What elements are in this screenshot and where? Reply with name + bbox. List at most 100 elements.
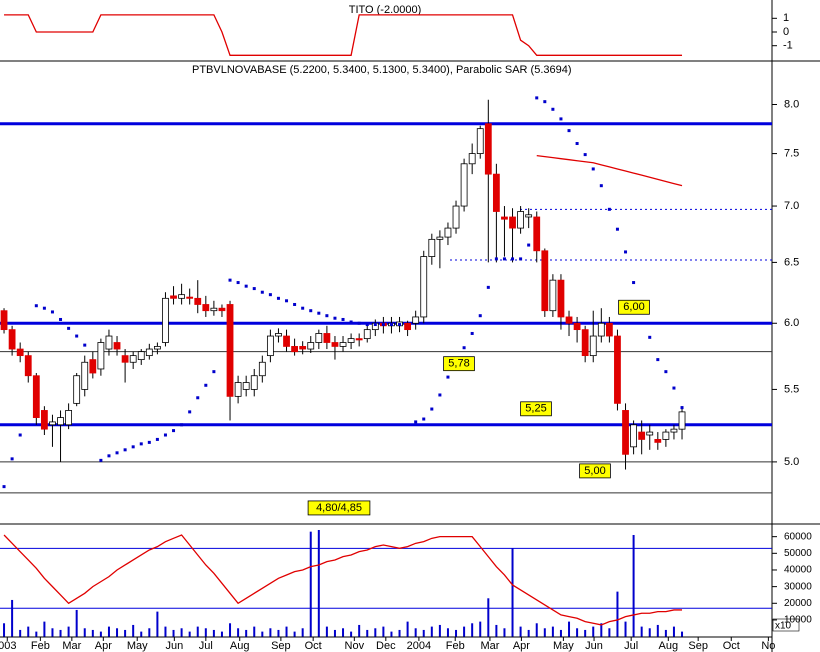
sar-dot — [446, 375, 450, 379]
candle-body — [81, 361, 89, 390]
volume-bar — [406, 621, 409, 637]
candle-body — [170, 295, 177, 299]
volume-bar — [471, 623, 474, 637]
sar-dot — [607, 207, 611, 211]
volume-bar — [648, 628, 651, 637]
sar-dot — [276, 296, 280, 300]
candle-body — [597, 322, 605, 337]
volume-bar — [479, 621, 482, 637]
candle-body — [678, 411, 686, 430]
candle-body — [509, 216, 516, 229]
candle-body — [638, 431, 646, 440]
volume-bar — [398, 629, 401, 637]
x-tick-label: Oct — [305, 640, 322, 652]
y-tick-label: 0 — [783, 26, 789, 38]
candle-body — [275, 333, 282, 337]
sar-dot — [470, 331, 474, 335]
candle-body — [65, 410, 73, 426]
volume-bar — [51, 628, 54, 637]
sar-dot — [486, 285, 490, 289]
sar-dot — [59, 317, 63, 321]
candle-body — [210, 307, 218, 312]
sar-dot — [656, 358, 660, 362]
sar-dot — [244, 284, 248, 288]
volume-bar — [180, 628, 183, 637]
x-tick-label: Feb — [446, 640, 465, 652]
candle-body — [573, 322, 581, 331]
candle-body — [73, 375, 81, 404]
sar-dot — [365, 323, 369, 327]
candle-body — [137, 351, 145, 361]
y-tick-label: 30000 — [784, 581, 812, 592]
sar-dot — [67, 326, 71, 330]
annotation-box — [520, 401, 552, 417]
volume-bar — [245, 629, 248, 637]
sar-dot — [519, 257, 523, 261]
sar-dot — [551, 107, 555, 111]
candle-body — [218, 307, 226, 312]
volume-bar — [269, 628, 272, 637]
volume-bar — [350, 631, 353, 637]
x-tick-label: Apr — [95, 640, 112, 652]
sar-dot — [624, 250, 628, 254]
volume-bar — [640, 626, 643, 637]
candle-body — [57, 417, 64, 426]
y-tick-label: 5.5 — [784, 383, 799, 395]
sar-dot — [2, 485, 6, 489]
candle-body — [186, 296, 194, 299]
sar-dot — [680, 406, 684, 410]
candle-body — [549, 279, 557, 312]
sar-dot — [252, 287, 256, 291]
unit-box — [772, 618, 800, 632]
volume-bar — [293, 631, 296, 637]
candle-body — [0, 310, 8, 331]
x-tick-label: Apr — [513, 640, 530, 652]
volume-bar — [374, 628, 377, 637]
volume-bar — [672, 626, 675, 637]
sar-dot — [188, 410, 192, 414]
sar-dot — [559, 117, 563, 121]
volume-bar — [277, 629, 280, 637]
sar-dot — [147, 440, 151, 444]
volume-bar — [43, 621, 46, 637]
volume-bar — [616, 591, 619, 637]
volume-bar — [551, 626, 554, 637]
candle-body — [250, 375, 258, 390]
volume-bar — [212, 629, 215, 637]
candle-body — [670, 428, 678, 433]
candle-body — [541, 250, 549, 312]
sar-dot — [285, 299, 289, 303]
sar-dot — [511, 257, 515, 261]
volume-bar — [140, 631, 143, 637]
sar-dot — [494, 257, 498, 261]
candle-body — [428, 238, 436, 257]
candle-body — [339, 342, 347, 347]
sar-dot — [615, 227, 619, 231]
volume-bar — [608, 628, 611, 637]
candle-body — [501, 216, 508, 220]
y-tick-label: 10000 — [784, 615, 812, 626]
candle-body — [8, 329, 16, 350]
oscillator-line — [3, 534, 683, 626]
sar-dot — [349, 320, 353, 324]
volume-bar — [196, 626, 199, 637]
sar-dot — [575, 142, 579, 146]
x-tick-label: May — [127, 640, 148, 652]
volume-bar — [325, 626, 328, 637]
candle-body — [16, 348, 24, 357]
sar-dot — [139, 442, 143, 446]
candle-body — [622, 410, 629, 455]
sar-dot — [648, 335, 652, 339]
volume-bar — [527, 629, 530, 637]
sar-dot — [10, 457, 14, 461]
y-tick-label: 7.5 — [784, 147, 799, 159]
candle-body — [614, 335, 621, 404]
candle-body — [355, 338, 363, 341]
candle-body — [404, 322, 411, 331]
candle-body — [605, 322, 613, 337]
indicator-title: TITO (-2.0000) — [349, 4, 422, 16]
sar-dot — [42, 306, 46, 310]
volume-bar — [83, 628, 86, 637]
